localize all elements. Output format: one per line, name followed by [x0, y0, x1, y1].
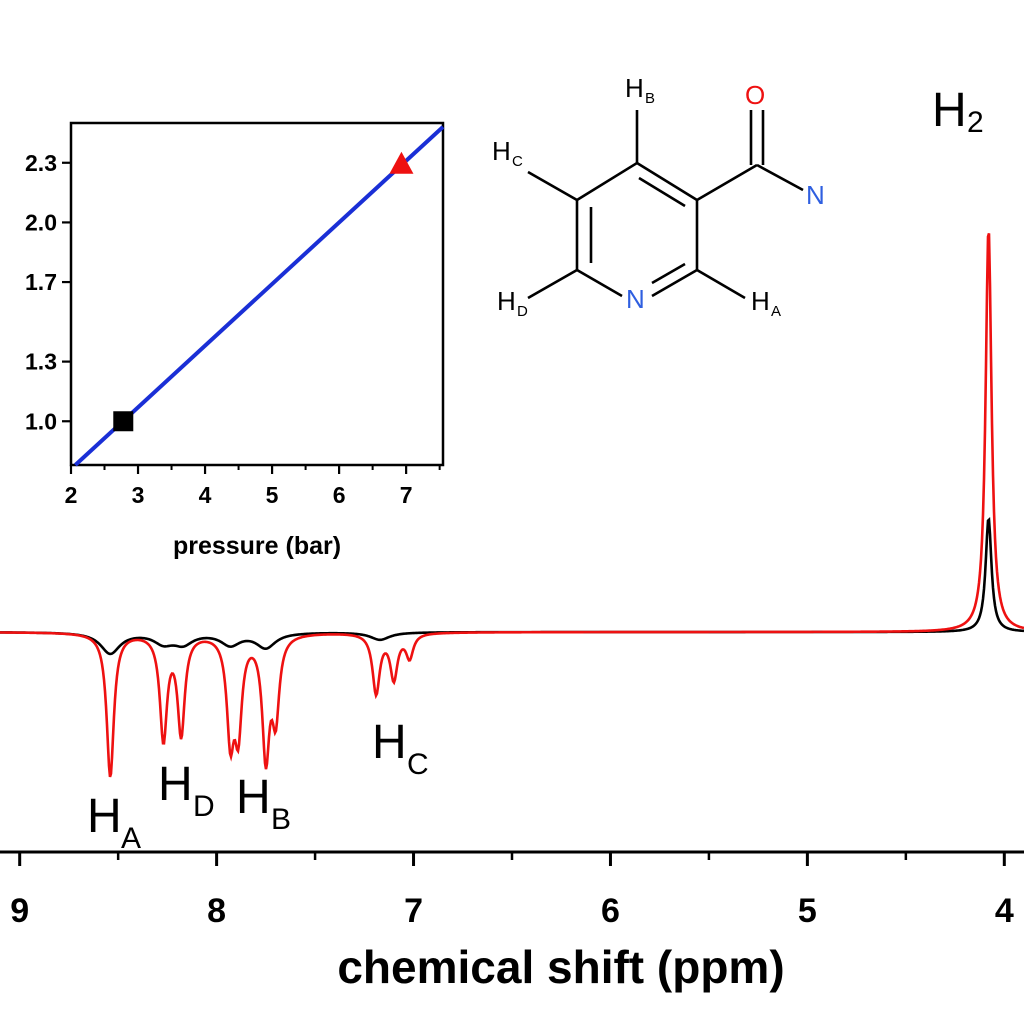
inset-x-tick-label: 3: [132, 482, 145, 508]
inset-point-triangle: [389, 151, 414, 174]
spectrum-red-trace: [0, 232, 1024, 778]
peak-label-ha-sub: A: [121, 822, 141, 855]
inset-y-tick-label: 1.7: [25, 269, 57, 295]
main-x-tick-label: 8: [207, 892, 226, 930]
atom-n-amide: N: [806, 180, 825, 210]
peak-label-hc-sub: C: [407, 748, 429, 781]
peak-label-h2-sub: 2: [967, 106, 984, 139]
molecule-labels: O N N H B H C H D H A: [492, 73, 825, 320]
bond-n-c4: [576, 268, 623, 298]
mol-hc-main: H: [492, 136, 511, 166]
inset-x-tick-label: 7: [400, 482, 413, 508]
peak-label-hd: H D: [158, 758, 215, 823]
inset-x-tick-labels: 2 3 4 5 6 7: [65, 482, 413, 508]
inset-y-tick-labels: 1.0 1.3 1.7 2.0 2.3: [25, 150, 57, 434]
peak-label-hb-main: H: [236, 771, 271, 824]
peak-label-hb: H B: [236, 771, 291, 836]
inset-x-tick-label: 5: [266, 482, 279, 508]
mol-hb-sub: B: [645, 90, 655, 107]
inset-frame: [69, 121, 445, 467]
inset-ticks: [62, 161, 441, 474]
bond-c2-n: [651, 268, 698, 298]
main-spectrum-plot: 9 8 7 6 5 4 chemical shift (ppm): [0, 232, 1024, 993]
peak-label-h2-main: H: [932, 84, 967, 137]
main-x-tick-label: 6: [601, 892, 620, 930]
main-x-axis-title: chemical shift (ppm): [337, 941, 784, 993]
mol-ha-sub: A: [771, 303, 781, 320]
bond-c4-hd: [527, 268, 578, 300]
inset-y-tick-label: 2.3: [25, 150, 57, 176]
main-x-tick-label: 9: [10, 892, 29, 930]
atom-n-ring: N: [626, 284, 645, 314]
peak-label-hd-sub: D: [193, 790, 215, 823]
inset-x-tick-label: 2: [65, 482, 78, 508]
mol-hb-main: H: [625, 73, 644, 103]
main-x-minor-ticks: [116, 852, 908, 860]
inset-x-tick-label: 4: [199, 482, 212, 508]
mol-ha-main: H: [751, 286, 770, 316]
mol-hd-main: H: [497, 286, 516, 316]
mol-hc-sub: C: [512, 153, 523, 170]
inset-x-axis-title: pressure (bar): [173, 532, 341, 560]
main-x-major-ticks: [18, 852, 1006, 866]
inset-data-points: [113, 151, 414, 432]
bond-c-n-amide: [756, 163, 804, 192]
main-x-tick-label: 4: [995, 892, 1014, 930]
inset-y-tick-label: 1.3: [25, 349, 57, 375]
inset-plot: 2 3 4 5 6 7 1.0 1.3 1.7 2.0 2.3 pressure (bar): [25, 121, 445, 560]
inset-y-tick-label: 2.0: [25, 209, 57, 235]
bond-c5-c6: [576, 161, 638, 202]
inset-fit-line: [73, 125, 445, 467]
bond-c2-n-inner: [651, 262, 686, 285]
main-x-tick-label: 5: [798, 892, 817, 930]
peak-label-h2: H 2: [932, 84, 984, 139]
atom-o: O: [745, 80, 765, 110]
bond-c6-c3-inner: [638, 176, 686, 208]
bond-c2-ha: [696, 268, 746, 300]
inset-point-square: [113, 411, 134, 432]
peak-label-ha: H A: [87, 790, 141, 855]
main-x-tick-label: 7: [404, 892, 423, 930]
inset-x-tick-label: 6: [333, 482, 346, 508]
nicotinamide-structure: [527, 110, 804, 300]
bond-c5-hc: [527, 170, 578, 202]
bond-c3-carbonyl: [696, 163, 758, 202]
peak-label-hb-sub: B: [271, 803, 291, 836]
peak-label-hd-main: H: [158, 758, 193, 811]
main-x-tick-labels: 9 8 7 6 5 4: [10, 892, 1014, 930]
peak-label-hc: H C: [372, 716, 429, 781]
bond-c6-c3: [636, 161, 698, 202]
spectrum-black-trace: [0, 516, 1024, 656]
peak-label-hc-main: H: [372, 716, 407, 769]
inset-y-tick-label: 1.0: [25, 408, 57, 434]
mol-hd-sub: D: [517, 303, 528, 320]
peak-label-ha-main: H: [87, 790, 122, 843]
